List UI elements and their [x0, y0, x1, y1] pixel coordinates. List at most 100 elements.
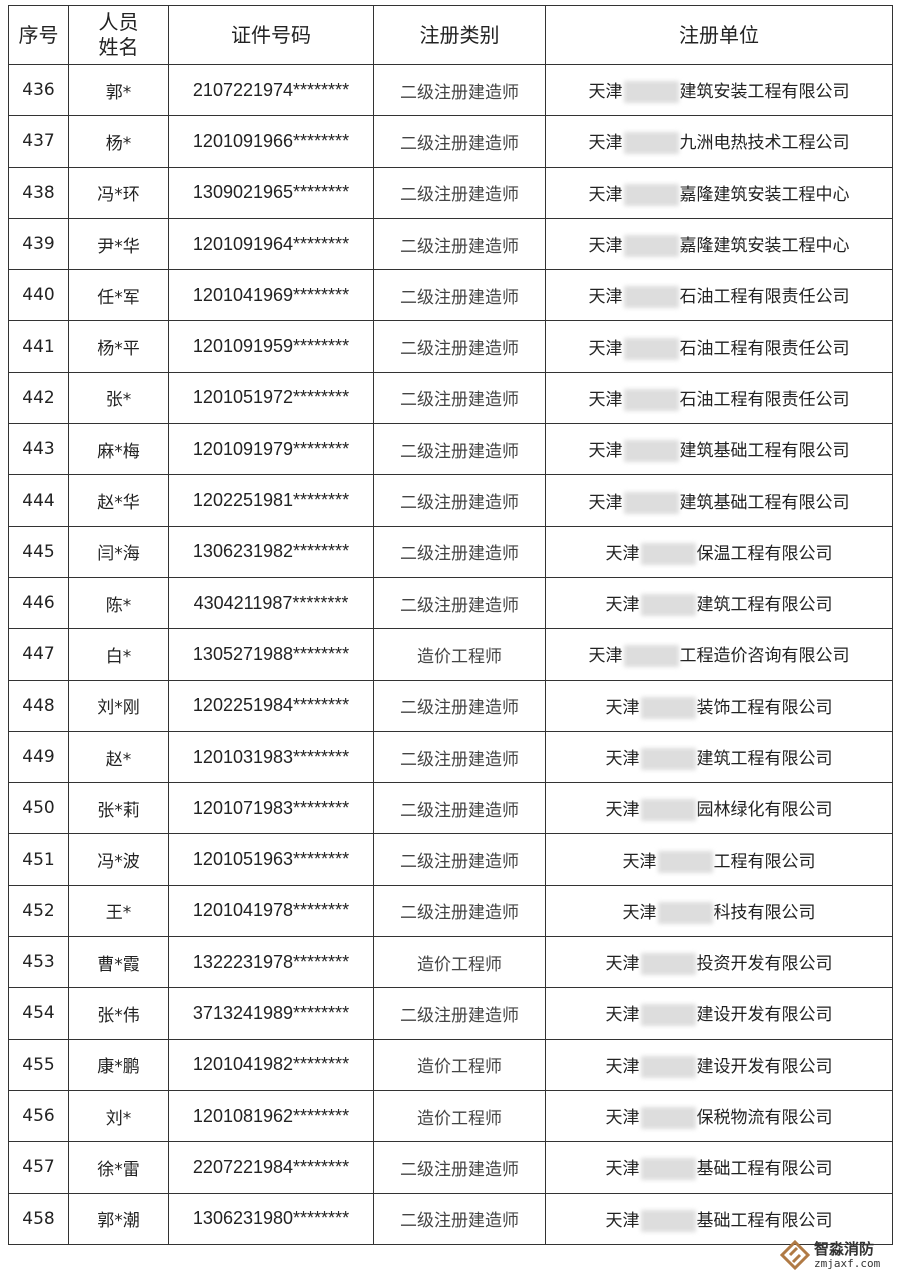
- unit-prefix: 天津: [588, 236, 623, 257]
- row-type: 二级注册建造师: [373, 730, 546, 784]
- unit-prefix: 天津: [622, 851, 657, 872]
- row-name: 王*: [68, 884, 169, 938]
- row-no: 436: [8, 63, 69, 117]
- row-id: 1306231980********: [168, 1192, 374, 1245]
- row-no: 438: [8, 166, 69, 219]
- redaction-blur: [640, 1004, 696, 1027]
- unit-prefix: 天津: [605, 800, 640, 821]
- row-id: 1201051972********: [168, 371, 374, 425]
- table-row: 438 冯*环 1309021965******** 二级注册建造师 天津 嘉隆建…: [8, 166, 893, 219]
- row-type: 造价工程师: [373, 1089, 546, 1143]
- row-name: 冯*环: [68, 166, 169, 219]
- row-unit: 天津 建筑工程有限公司: [545, 730, 893, 784]
- row-name: 张*莉: [68, 782, 169, 835]
- unit-prefix: 天津: [605, 954, 640, 975]
- row-type: 造价工程师: [373, 628, 546, 681]
- table-row: 441 杨*平 1201091959******** 二级注册建造师 天津 石油工…: [8, 320, 893, 373]
- row-name: 白*: [68, 628, 169, 681]
- table-row: 450 张*莉 1201071983******** 二级注册建造师 天津 园林绿…: [8, 782, 893, 835]
- unit-suffix: 石油工程有限责任公司: [679, 338, 850, 359]
- row-unit: 天津 基础工程有限公司: [545, 1141, 893, 1194]
- row-name: 刘*刚: [68, 679, 169, 732]
- row-name: 闫*海: [68, 525, 169, 578]
- row-id: 1201071983********: [168, 782, 374, 835]
- row-type: 二级注册建造师: [373, 166, 546, 219]
- row-unit: 天津 建设开发有限公司: [545, 1038, 893, 1091]
- row-name: 张*: [68, 371, 169, 425]
- redaction-blur: [623, 183, 679, 206]
- row-name: 陈*: [68, 576, 169, 630]
- row-type: 二级注册建造师: [373, 833, 546, 886]
- unit-prefix: 天津: [588, 184, 623, 205]
- row-id: 4304211987********: [168, 576, 374, 630]
- row-no: 450: [8, 782, 69, 835]
- unit-suffix: 嘉隆建筑安装工程中心: [679, 236, 850, 257]
- unit-suffix: 保温工程有限公司: [696, 543, 833, 564]
- redaction-blur: [623, 388, 679, 411]
- row-unit: 天津 建筑基础工程有限公司: [545, 474, 893, 527]
- row-type: 二级注册建造师: [373, 525, 546, 578]
- table-row: 437 杨* 1201091966******** 二级注册建造师 天津 九洲电热…: [8, 115, 893, 168]
- unit-prefix: 天津: [588, 338, 623, 359]
- redaction-blur: [640, 1158, 696, 1181]
- unit-suffix: 投资开发有限公司: [696, 954, 833, 975]
- table-row: 446 陈* 4304211987******** 二级注册建造师 天津 建筑工程…: [8, 576, 893, 630]
- row-no: 445: [8, 525, 69, 578]
- row-unit: 天津 石油工程有限责任公司: [545, 371, 893, 425]
- row-name: 杨*: [68, 115, 169, 168]
- header-id: 证件号码: [168, 5, 374, 65]
- row-no: 455: [8, 1038, 69, 1091]
- row-unit: 天津 嘉隆建筑安装工程中心: [545, 217, 893, 271]
- header-no: 序号: [8, 5, 69, 65]
- logo-icon: [780, 1240, 810, 1270]
- redaction-blur: [640, 748, 696, 770]
- unit-prefix: 天津: [588, 646, 623, 667]
- unit-suffix: 装饰工程有限公司: [696, 697, 833, 718]
- row-name: 赵*: [68, 730, 169, 784]
- unit-suffix: 石油工程有限责任公司: [679, 287, 850, 308]
- redaction-blur: [623, 286, 679, 309]
- redaction-blur: [623, 235, 679, 258]
- row-name: 任*军: [68, 269, 169, 322]
- row-id: 1201041969********: [168, 269, 374, 322]
- row-no: 439: [8, 217, 69, 271]
- row-unit: 天津 石油工程有限责任公司: [545, 320, 893, 373]
- unit-prefix: 天津: [588, 492, 623, 513]
- row-no: 443: [8, 423, 69, 476]
- row-name: 尹*华: [68, 217, 169, 271]
- row-type: 二级注册建造师: [373, 217, 546, 271]
- unit-prefix: 天津: [588, 441, 623, 462]
- table-row: 452 王* 1201041978******** 二级注册建造师 天津 科技有限…: [8, 884, 893, 938]
- row-name: 麻*梅: [68, 423, 169, 476]
- row-type: 二级注册建造师: [373, 474, 546, 527]
- row-no: 446: [8, 576, 69, 630]
- row-unit: 天津 园林绿化有限公司: [545, 782, 893, 835]
- row-name: 郭*: [68, 63, 169, 117]
- row-no: 437: [8, 115, 69, 168]
- row-unit: 天津 装饰工程有限公司: [545, 679, 893, 732]
- header-name: 人员 姓名: [68, 5, 169, 65]
- row-type: 二级注册建造师: [373, 63, 546, 117]
- unit-suffix: 工程有限公司: [713, 851, 816, 872]
- unit-prefix: 天津: [605, 1210, 640, 1231]
- redaction-blur: [640, 1209, 696, 1232]
- row-type: 二级注册建造师: [373, 679, 546, 732]
- table-row: 445 闫*海 1306231982******** 二级注册建造师 天津 保温工…: [8, 525, 893, 578]
- row-type: 二级注册建造师: [373, 1192, 546, 1245]
- row-unit: 天津 保温工程有限公司: [545, 525, 893, 578]
- table-row: 457 徐*雷 2207221984******** 二级注册建造师 天津 基础工…: [8, 1141, 893, 1194]
- redaction-blur: [640, 542, 696, 565]
- unit-prefix: 天津: [588, 133, 623, 154]
- header-type: 注册类别: [373, 5, 546, 65]
- unit-prefix: 天津: [622, 902, 657, 923]
- table-row: 436 郭* 2107221974******** 二级注册建造师 天津 建筑安装…: [8, 63, 893, 117]
- redaction-blur: [640, 1107, 696, 1130]
- row-no: 457: [8, 1141, 69, 1194]
- row-type: 二级注册建造师: [373, 782, 546, 835]
- table-row: 439 尹*华 1201091964******** 二级注册建造师 天津 嘉隆建…: [8, 217, 893, 271]
- unit-suffix: 建筑工程有限公司: [696, 749, 833, 769]
- row-id: 1201091979********: [168, 423, 374, 476]
- unit-prefix: 天津: [605, 749, 640, 769]
- row-name: 张*伟: [68, 987, 169, 1040]
- row-no: 441: [8, 320, 69, 373]
